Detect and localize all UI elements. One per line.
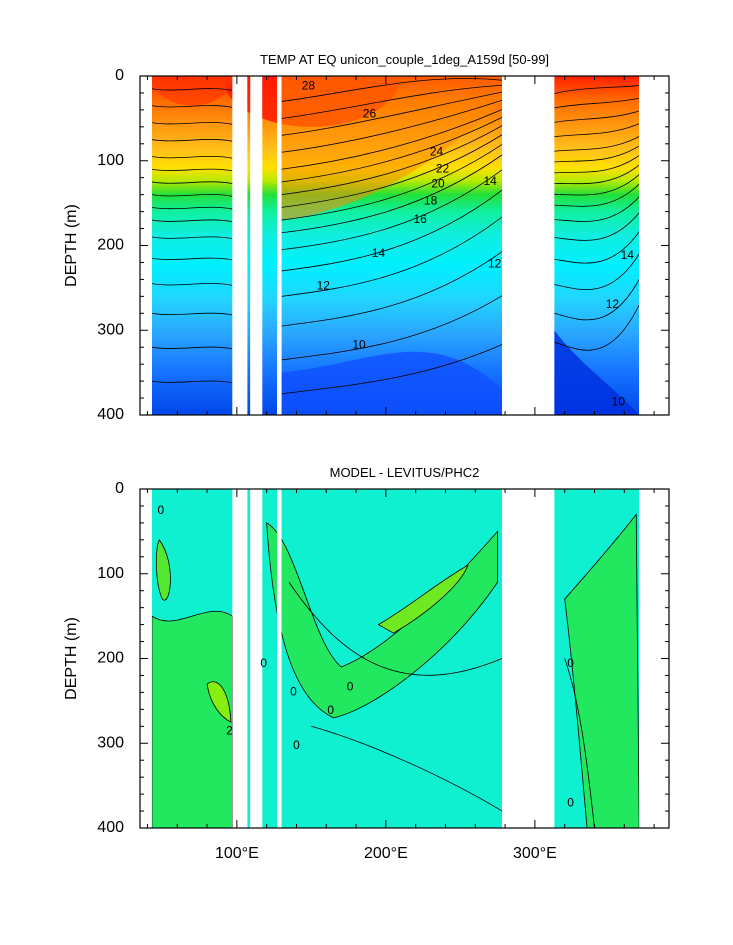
- contour-label: 0: [567, 796, 574, 810]
- temperature-field: [247, 76, 250, 415]
- y-tick-label: 400: [97, 406, 124, 423]
- difference-patch: [152, 611, 232, 828]
- contour-label: 16: [413, 212, 427, 226]
- contour-label: 12: [317, 278, 331, 292]
- y-tick-label: 100: [97, 565, 124, 582]
- y-axis-label: DEPTH (m): [63, 204, 80, 287]
- land-mask: [277, 488, 281, 829]
- ocean-segment: [247, 76, 250, 415]
- contour-label: 22: [436, 161, 450, 175]
- temperature-field: [152, 76, 232, 415]
- land-mask: [502, 488, 554, 829]
- temperature-panel: 2826242220181614141412121210100100200300…: [63, 25, 669, 423]
- ocean-segment: [247, 489, 250, 828]
- y-tick-label: 300: [97, 734, 124, 751]
- y-tick-label: 300: [97, 321, 124, 338]
- y-axis-label: DEPTH (m): [63, 617, 80, 700]
- x-tick-label: 100°E: [215, 845, 259, 862]
- contour-label: 10: [352, 338, 366, 352]
- contour-label: 28: [302, 78, 316, 92]
- y-tick-label: 200: [97, 237, 124, 254]
- x-tick-label: 300°E: [513, 845, 557, 862]
- ocean-segment: [262, 76, 277, 415]
- contour-label: 12: [488, 256, 502, 270]
- land-mask: [502, 75, 554, 416]
- contour-label: 0: [158, 503, 165, 517]
- land-mask: [232, 488, 247, 829]
- land-mask: [277, 75, 281, 416]
- contour-label: 2: [226, 724, 233, 738]
- y-tick-label: 400: [97, 819, 124, 836]
- land-mask: [232, 75, 247, 416]
- plot-area: [140, 25, 669, 416]
- contour-label: 24: [430, 144, 444, 158]
- contour-label: 0: [327, 703, 334, 717]
- contour-label: 0: [293, 738, 300, 752]
- x-tick-label: 200°E: [364, 845, 408, 862]
- contour-label: 0: [347, 679, 354, 693]
- y-tick-label: 100: [97, 152, 124, 169]
- contour-label: 0: [260, 656, 267, 670]
- contour-label: 26: [363, 106, 377, 120]
- contour-label: 20: [431, 177, 445, 191]
- y-tick-label: 0: [115, 67, 124, 84]
- y-tick-label: 0: [115, 480, 124, 497]
- temperature-field: [262, 76, 277, 415]
- difference-field: [247, 489, 250, 828]
- figure: 2826242220181614141412121210100100200300…: [0, 0, 733, 945]
- y-tick-label: 200: [97, 650, 124, 667]
- contour-label: 14: [372, 246, 386, 260]
- contour-label: 14: [484, 174, 498, 188]
- contour-label: 10: [612, 394, 626, 408]
- contour-label: 18: [424, 194, 438, 208]
- ocean-segment: [152, 76, 232, 415]
- contour-label: 0: [290, 685, 297, 699]
- land-mask: [250, 75, 262, 416]
- plot-area: [140, 488, 669, 829]
- contour-label: 12: [606, 297, 620, 311]
- chart-title: TEMP AT EQ unicon_couple_1deg_A159d [50-…: [260, 52, 549, 67]
- chart-title: MODEL - LEVITUS/PHC2: [330, 465, 480, 480]
- contour-label: 14: [621, 248, 635, 262]
- contour-label: 0: [567, 656, 574, 670]
